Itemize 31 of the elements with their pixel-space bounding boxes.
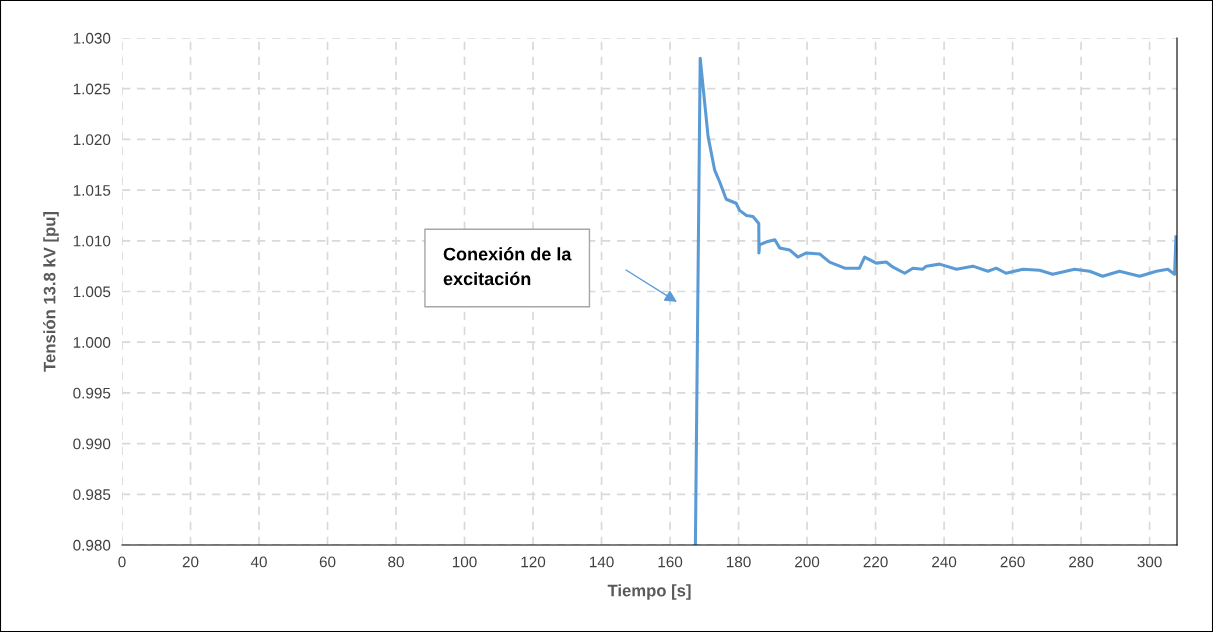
y-tick-label: 0.995 xyxy=(73,387,111,399)
x-tick-label: 260 xyxy=(1000,556,1025,568)
y-tick-label: 1.015 xyxy=(73,184,111,196)
x-tick-label: 140 xyxy=(589,556,614,568)
y-tick-label: 0.980 xyxy=(73,539,111,551)
x-tick-label: 180 xyxy=(726,556,751,568)
y-tick-label: 1.010 xyxy=(73,235,111,247)
y-tick-label: 1.030 xyxy=(73,32,111,44)
x-tick-label: 160 xyxy=(658,556,683,568)
annotation: Conexión de la excitación xyxy=(443,247,572,286)
x-tick-label: 20 xyxy=(182,556,199,568)
x-tick-label: 40 xyxy=(250,556,267,568)
x-tick-label: 80 xyxy=(388,556,404,568)
y-tick-label: 1.000 xyxy=(73,337,111,348)
x-axis-title: Tiempo [s] xyxy=(607,584,691,600)
x-tick-label: 300 xyxy=(1137,556,1162,568)
line-series xyxy=(693,56,1177,545)
x-tick-label: 200 xyxy=(795,556,820,568)
y-axis-title: Tensión 13.8 kV [pu] xyxy=(43,212,59,372)
y-tick-label: 1.005 xyxy=(73,286,111,298)
y-tick-label: 1.020 xyxy=(73,134,111,146)
x-tick-label: 0 xyxy=(118,556,126,568)
x-tick-label: 240 xyxy=(932,556,957,568)
x-tick-label: 60 xyxy=(319,556,336,568)
y-tick-label: 0.990 xyxy=(73,438,111,450)
x-tick-label: 100 xyxy=(452,556,477,568)
x-tick-label: 280 xyxy=(1069,556,1094,568)
y-tick-label: 0.985 xyxy=(73,489,111,500)
y-tick-label: 1.025 xyxy=(73,83,111,95)
x-tick-label: 120 xyxy=(521,556,546,568)
x-tick-label: 220 xyxy=(863,556,888,568)
